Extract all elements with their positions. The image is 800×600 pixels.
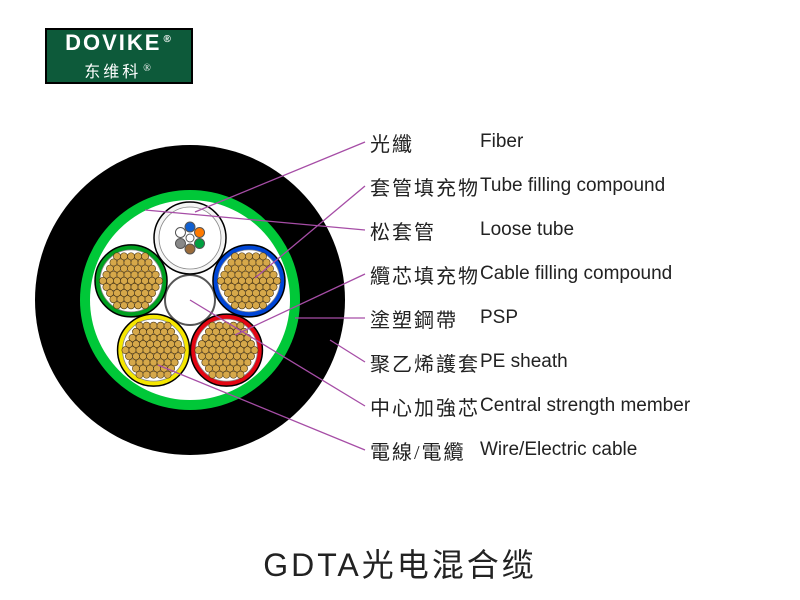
label-cn: 塗塑鋼帶 bbox=[370, 304, 480, 333]
label-en: PE sheath bbox=[480, 351, 568, 373]
label-row: 纜芯填充物Cable filling compound bbox=[370, 252, 690, 296]
label-row: 光纖Fiber bbox=[370, 120, 690, 164]
label-en: Central strength member bbox=[480, 395, 690, 417]
label-cn: 電線/電纜 bbox=[370, 436, 480, 465]
label-en: Cable filling compound bbox=[480, 263, 672, 285]
diagram-title: GDTA光电混合缆 bbox=[0, 540, 800, 586]
label-column: 光纖Fiber套管填充物Tube filling compound松套管Loos… bbox=[370, 120, 690, 472]
label-row: 松套管Loose tube bbox=[370, 208, 690, 252]
label-row: 套管填充物Tube filling compound bbox=[370, 164, 690, 208]
label-en: Loose tube bbox=[480, 219, 574, 241]
label-row: 聚乙烯護套PE sheath bbox=[370, 340, 690, 384]
label-cn: 松套管 bbox=[370, 216, 480, 245]
label-cn: 中心加強芯 bbox=[370, 392, 480, 421]
label-cn: 光纖 bbox=[370, 128, 480, 157]
label-cn: 聚乙烯護套 bbox=[370, 348, 480, 377]
label-cn: 纜芯填充物 bbox=[370, 260, 480, 289]
label-en: PSP bbox=[480, 307, 518, 329]
label-row: 中心加強芯Central strength member bbox=[370, 384, 690, 428]
label-row: 電線/電纜Wire/Electric cable bbox=[370, 428, 690, 472]
label-en: Wire/Electric cable bbox=[480, 439, 637, 461]
label-row: 塗塑鋼帶PSP bbox=[370, 296, 690, 340]
label-cn: 套管填充物 bbox=[370, 172, 480, 201]
label-en: Tube filling compound bbox=[480, 175, 665, 197]
label-en: Fiber bbox=[480, 131, 523, 153]
